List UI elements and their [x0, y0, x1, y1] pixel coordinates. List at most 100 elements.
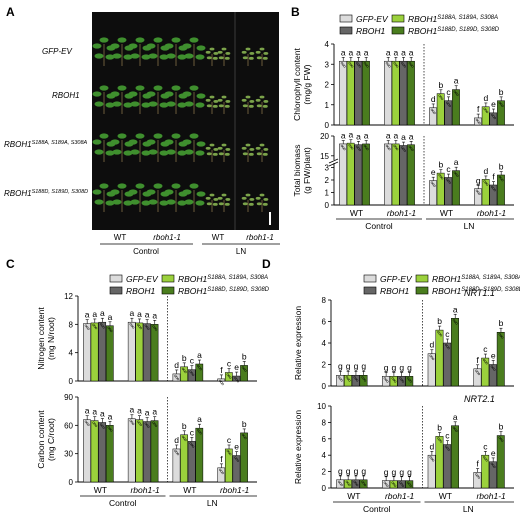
data-point: [438, 174, 441, 177]
data-point: [484, 181, 487, 185]
x-group-label: rboh1-1: [476, 491, 506, 501]
data-point: [144, 422, 147, 425]
significance-letter: b: [439, 160, 444, 170]
significance-letter: e: [431, 167, 436, 177]
data-point: [227, 451, 231, 454]
data-point: [94, 327, 98, 330]
data-point: [484, 360, 487, 363]
photo-condition-control: Control: [133, 247, 159, 256]
y-axis-label: Carbon content: [36, 410, 46, 469]
plant-leaf: [92, 43, 102, 49]
plant-leaf: [206, 104, 212, 108]
plant-leaf: [171, 85, 181, 91]
significance-letter: a: [137, 406, 142, 416]
data-point: [394, 146, 397, 149]
significance-letter: a: [152, 310, 157, 320]
legend-label: GFP-EV: [126, 274, 159, 284]
plant-leaf: [189, 85, 199, 91]
data-point: [477, 372, 481, 376]
significance-letter: g: [392, 467, 397, 477]
bar: [240, 365, 248, 382]
data-point: [403, 149, 406, 152]
plant-leaf: [218, 56, 224, 60]
bar: [217, 467, 226, 483]
plant-leaf: [245, 95, 251, 99]
plant-leaf: [105, 150, 115, 156]
plant-leaf: [128, 91, 138, 97]
significance-letter: a: [409, 47, 414, 57]
plant-leaf: [195, 150, 205, 156]
data-point: [181, 435, 185, 438]
data-point: [498, 101, 501, 104]
legend-superscript: S188A, S189A, S308A: [437, 15, 498, 21]
data-point: [432, 110, 435, 113]
data-point: [486, 183, 489, 186]
legend-label: GFP-EV: [380, 274, 413, 284]
plant-leaf: [105, 102, 115, 108]
significance-letter: f: [220, 454, 223, 464]
bar: [399, 145, 408, 206]
bar: [180, 434, 188, 483]
data-point: [433, 184, 436, 187]
data-point: [137, 323, 140, 327]
significance-letter: c: [446, 164, 451, 174]
data-point: [110, 329, 113, 333]
y-tick-label: 15: [320, 152, 329, 161]
data-point: [356, 483, 359, 487]
bar: [481, 179, 490, 206]
legend-superscript: S188D, S189D, S308D: [207, 287, 269, 293]
significance-letter: c: [227, 435, 232, 445]
bar: [180, 366, 188, 382]
plant-leaf: [166, 53, 176, 59]
significance-letter: g: [407, 467, 412, 477]
legend-swatch: [339, 14, 353, 23]
legend-label: RBOH1S188A, S189A, S308A: [432, 274, 520, 284]
y-tick-label: 0: [322, 484, 327, 493]
significance-letter: a: [356, 47, 361, 57]
data-point: [130, 421, 134, 424]
bar: [354, 144, 363, 206]
data-point: [430, 356, 433, 359]
y-tick-label: 4: [322, 339, 327, 348]
significance-letter: g: [399, 467, 404, 477]
bar: [346, 60, 355, 126]
bar: [362, 60, 370, 126]
data-point: [234, 376, 237, 380]
plant-leaf: [213, 99, 219, 103]
legend-swatch: [415, 286, 429, 295]
data-point: [500, 103, 503, 106]
data-point: [236, 459, 240, 462]
legend-swatch: [391, 14, 405, 23]
data-point: [432, 183, 435, 186]
plant-leaf: [92, 91, 102, 97]
plant-leaf: [256, 152, 262, 156]
plant-leaf: [184, 101, 194, 107]
data-point: [430, 108, 434, 111]
x-group-label: rboh1-1: [385, 491, 415, 501]
plant-leaf: [249, 51, 255, 55]
data-point: [129, 419, 132, 422]
plant-leaf: [262, 152, 268, 156]
condition-label: Control: [363, 504, 391, 514]
data-point: [356, 145, 359, 148]
plant-leaf: [221, 95, 227, 99]
significance-letter: a: [85, 406, 90, 416]
data-point: [501, 179, 504, 182]
plant-leaf: [148, 53, 158, 59]
plant-leaf: [182, 189, 192, 195]
data-point: [146, 326, 149, 329]
data-point: [407, 481, 410, 484]
data-point: [343, 148, 346, 151]
plant-leaf: [99, 183, 109, 189]
y-axis-label: Nitrogen content: [36, 307, 46, 370]
plant-leaf: [212, 56, 218, 60]
plant-leaf: [195, 200, 205, 206]
data-point: [152, 325, 155, 328]
plant-leaf: [196, 45, 206, 51]
data-point: [387, 63, 390, 66]
plant-leaf: [182, 43, 192, 49]
plant-leaf: [213, 51, 219, 55]
plant-leaf: [255, 146, 261, 150]
plant-leaf: [141, 54, 151, 60]
data-point: [393, 62, 396, 65]
